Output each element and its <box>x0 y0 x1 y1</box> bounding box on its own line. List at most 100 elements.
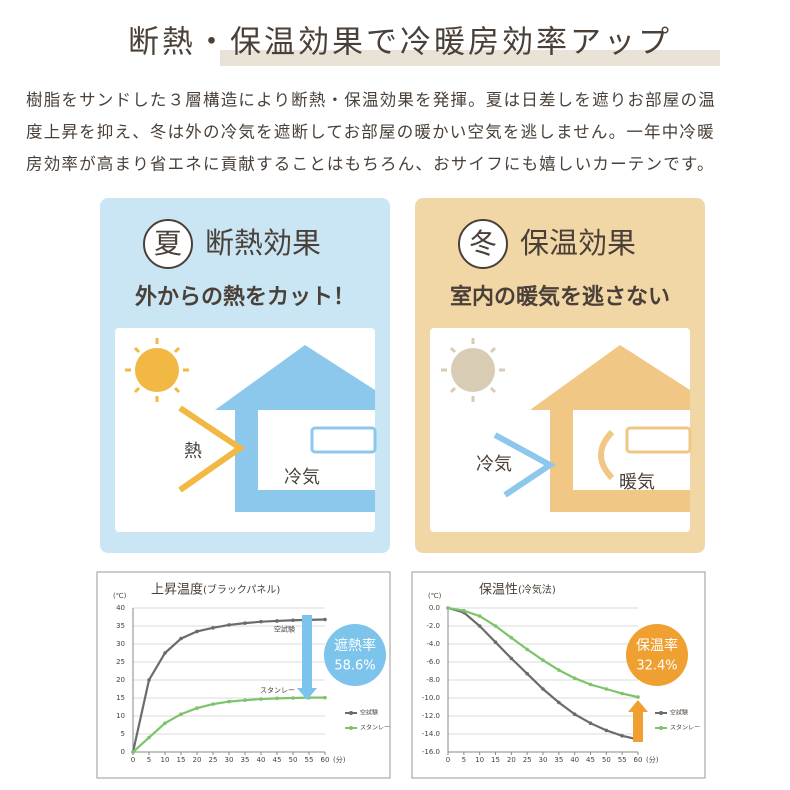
point <box>323 617 327 622</box>
x-tick-label: 0 <box>446 756 450 764</box>
legend-label: スタンレー <box>360 724 390 732</box>
aircon <box>310 426 377 454</box>
y-tick-label: -6.0 <box>426 658 440 666</box>
legend-dot <box>659 711 663 715</box>
point <box>541 687 545 691</box>
legend-label: 空試験 <box>360 709 378 717</box>
y-tick-label: -16.0 <box>422 748 440 756</box>
point <box>604 687 609 691</box>
x-tick-label: 30 <box>225 756 234 764</box>
y-unit: (℃) <box>113 592 127 600</box>
point <box>243 698 247 702</box>
x-tick-label: 20 <box>507 756 516 764</box>
x-tick-label: 55 <box>305 756 314 764</box>
illus-label: 冷気 <box>476 454 512 475</box>
y-tick-label: 15 <box>116 694 125 702</box>
title-underline <box>220 50 720 66</box>
y-tick-label: 5 <box>121 730 125 738</box>
point <box>620 691 624 696</box>
x-tick-label: 45 <box>586 756 595 764</box>
annotation-value: 32.4% <box>636 659 677 674</box>
house-roof <box>530 345 690 410</box>
x-tick-label: 60 <box>321 756 330 764</box>
point <box>179 636 183 641</box>
y-tick-label: 25 <box>116 658 125 666</box>
legend-label: 空試験 <box>670 709 688 717</box>
series-label: スタンレー <box>260 686 295 695</box>
x-unit: (分) <box>333 755 346 764</box>
badge-text: 夏 <box>154 227 182 260</box>
x-tick-label: 30 <box>539 756 548 764</box>
point <box>509 635 514 640</box>
chart-subtitle: (冷気法) <box>518 583 556 596</box>
sun <box>441 338 505 402</box>
y-tick-label: 30 <box>116 640 125 648</box>
y-unit: (℃) <box>428 592 442 600</box>
y-tick-label: -14.0 <box>422 730 440 738</box>
point <box>163 651 167 655</box>
point <box>259 697 263 701</box>
annotation-arrow-head <box>628 700 648 712</box>
illus-label: 冷気 <box>284 467 320 488</box>
legend-dot <box>349 726 353 730</box>
x-tick-label: 20 <box>193 756 202 764</box>
x-tick-label: 35 <box>241 756 250 764</box>
page-title: 断熱・保温効果で冷暖房効率アップ <box>128 25 672 61</box>
x-tick-label: 5 <box>147 756 151 764</box>
point <box>291 618 295 623</box>
point <box>275 619 279 623</box>
point <box>636 695 640 699</box>
point <box>163 721 167 725</box>
y-tick-label: -4.0 <box>426 640 440 648</box>
point <box>557 668 561 672</box>
warm-arrow <box>598 429 615 481</box>
point <box>525 647 529 652</box>
point <box>446 606 450 610</box>
point <box>462 608 466 613</box>
point <box>541 658 545 662</box>
point <box>147 678 151 682</box>
y-tick-label: -12.0 <box>422 712 440 720</box>
house-wall <box>235 410 375 512</box>
point <box>291 696 295 700</box>
y-tick-label: -2.0 <box>426 622 440 630</box>
x-tick-label: 35 <box>554 756 563 764</box>
x-tick-label: 50 <box>289 756 298 764</box>
y-tick-label: 0 <box>121 748 125 756</box>
y-tick-label: 40 <box>116 604 125 612</box>
point <box>620 734 624 738</box>
annotation-arrow-shaft <box>633 710 643 742</box>
x-tick-label: 45 <box>273 756 282 764</box>
annotation-value: 58.6% <box>334 659 375 674</box>
y-tick-label: 10 <box>116 712 125 720</box>
point <box>572 676 577 680</box>
x-tick-label: 40 <box>570 756 579 764</box>
annotation-arrow-shaft <box>302 615 312 690</box>
annotation-label: 保温率 <box>636 637 678 654</box>
illus-label: 熱 <box>184 441 202 462</box>
point <box>211 702 215 706</box>
series-label: 空試験 <box>274 625 295 634</box>
x-tick-label: 10 <box>475 756 484 764</box>
point <box>195 629 199 634</box>
x-tick-label: 40 <box>257 756 266 764</box>
chart-subtitle: (ブラックパネル) <box>203 583 280 596</box>
annotation-arrow-head <box>297 688 317 700</box>
badge <box>458 219 508 269</box>
x-tick-label: 55 <box>618 756 627 764</box>
chart-title: 保温性 <box>479 583 518 598</box>
point <box>572 712 577 716</box>
legend-label: スタンレー <box>670 724 700 732</box>
point <box>509 656 514 661</box>
x-tick-label: 5 <box>462 756 466 764</box>
house-wall <box>550 410 690 512</box>
aircon <box>625 426 692 454</box>
chart-title: 上昇温度 <box>151 582 203 598</box>
point <box>557 700 561 705</box>
legend-dot <box>349 711 353 715</box>
point <box>227 699 231 704</box>
x-tick-label: 60 <box>634 756 643 764</box>
point <box>588 721 593 725</box>
point <box>275 696 279 701</box>
point <box>259 619 263 624</box>
